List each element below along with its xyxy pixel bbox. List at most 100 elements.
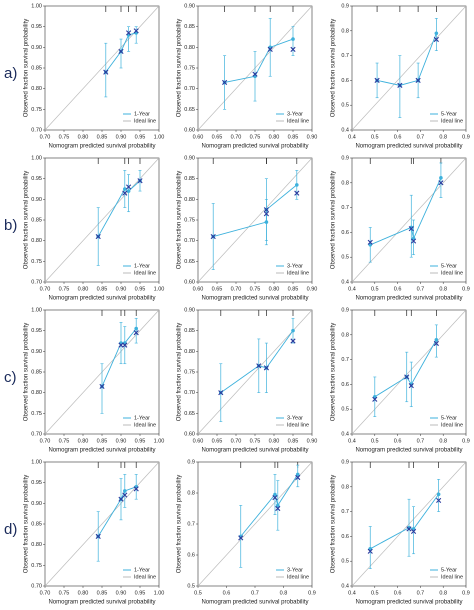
y-tick-label: 0.5	[341, 559, 349, 565]
calibration-line	[376, 33, 437, 86]
y-tick-label: 0.85	[184, 328, 195, 334]
x-tick-label: 0.6	[394, 134, 402, 140]
x-tick-label: 0.95	[135, 590, 146, 596]
x-tick-label: 0.9	[462, 590, 470, 596]
ideal-line	[197, 461, 313, 587]
y-axis-title: Observed fraction survival probability	[331, 475, 337, 573]
legend-label: 5-Year	[441, 111, 457, 117]
y-tick-label: 0.90	[31, 501, 42, 507]
x-tick-label: 0.95	[135, 286, 146, 292]
legend-label: Ideal line	[287, 574, 309, 580]
x-tick-label: 0.70	[231, 134, 242, 140]
x-axis-title: Nomogram predicted survival probability	[355, 600, 462, 606]
corrected-mark	[410, 238, 417, 244]
y-tick-label: 0.90	[31, 349, 42, 355]
y-tick-label: 0.65	[184, 259, 195, 265]
corrected-mark	[295, 474, 301, 481]
legend-label: 1-Year	[134, 415, 150, 421]
ideal-line	[351, 157, 467, 283]
x-tick-label: 0.4	[348, 438, 356, 444]
point	[439, 176, 443, 180]
y-tick-label: 0.85	[31, 65, 42, 71]
y-tick-label: 0.7	[341, 509, 349, 515]
calibration-line	[240, 474, 299, 537]
x-tick-label: 0.90	[307, 438, 318, 444]
calibration-line	[101, 328, 137, 387]
calibration-line	[370, 493, 440, 550]
y-tick-label: 0.80	[31, 86, 42, 92]
panel: 0.70 0.75 0.80 0.85 0.90 0.95 1.00 0.70 0.75 0.80…	[24, 459, 165, 605]
corrected-mark	[122, 190, 128, 196]
calibration-line	[105, 32, 137, 73]
legend-label: Ideal line	[134, 574, 156, 580]
plot-frame	[351, 309, 467, 435]
calibration-line	[370, 177, 442, 246]
y-tick-label: 0.80	[184, 45, 195, 51]
corrected-mark	[372, 396, 378, 402]
corrected-mark	[367, 239, 373, 245]
y-tick-label: 0.80	[31, 542, 42, 548]
y-tick-label: 0.75	[31, 107, 42, 113]
x-tick-label: 0.80	[78, 590, 89, 596]
x-tick-label: 0.60	[193, 134, 204, 140]
y-tick-label: 0.6	[187, 552, 195, 558]
y-tick-label: 0.60	[184, 431, 195, 437]
x-tick-label: 1.00	[154, 590, 165, 596]
x-tick-label: 0.80	[269, 286, 280, 292]
x-tick-label: 0.70	[40, 134, 51, 140]
point	[123, 489, 127, 493]
legend-label: 1-Year	[134, 567, 150, 573]
y-axis-title: Observed fraction survival probability	[177, 171, 183, 269]
y-tick-label: 0.75	[31, 259, 42, 265]
corrected-mark	[433, 36, 439, 43]
legend-label: Ideal line	[134, 270, 156, 276]
x-tick-label: 0.80	[78, 438, 89, 444]
ideal-line	[44, 461, 160, 587]
row-label: a)	[4, 65, 17, 82]
y-tick-label: 0.95	[31, 176, 42, 182]
y-tick-label: 0.90	[31, 45, 42, 51]
corrected-mark	[263, 207, 269, 213]
y-axis-title: Observed fraction survival probability	[331, 323, 337, 421]
y-tick-label: 0.70	[184, 86, 195, 92]
legend-label: 1-Year	[134, 263, 150, 269]
corrected-mark	[103, 69, 109, 75]
y-tick-label: 0.9	[341, 459, 349, 465]
corrected-mark	[133, 486, 139, 492]
x-tick-label: 0.75	[250, 134, 261, 140]
calibration-line	[220, 330, 294, 394]
y-tick-label: 0.70	[31, 583, 42, 589]
y-tick-label: 0.8	[341, 332, 349, 338]
point	[291, 37, 295, 41]
panel: 0.4 0.5 0.6 0.7 0.8 0.90.40.50.60.70.80.9Nomo…	[331, 155, 470, 301]
corrected-mark	[415, 77, 421, 83]
corrected-mark	[118, 48, 124, 55]
y-axis-title: Observed fraction survival probability	[24, 19, 30, 117]
corrected-mark	[218, 390, 224, 396]
x-tick-label: 0.85	[97, 438, 108, 444]
x-axis-title: Nomogram predicted survival probability	[201, 296, 308, 302]
corrected-mark	[290, 338, 296, 344]
calibration-line	[97, 486, 137, 537]
x-tick-label: 0.75	[59, 438, 70, 444]
x-tick-label: 0.90	[116, 134, 127, 140]
y-tick-label: 0.85	[31, 217, 42, 223]
corrected-mark	[406, 526, 412, 532]
legend-label: Ideal line	[441, 118, 463, 124]
legend-label: Ideal line	[441, 574, 463, 580]
x-axis-title: Nomogram predicted survival probability	[48, 296, 155, 302]
legend-label: 3-Year	[287, 263, 303, 269]
x-tick-label: 0.9	[308, 590, 316, 596]
x-axis-title: Nomogram predicted survival probability	[355, 448, 462, 454]
x-axis-title: Nomogram predicted survival probability	[201, 600, 308, 606]
legend-label: Ideal line	[441, 270, 463, 276]
x-tick-label: 0.90	[116, 590, 127, 596]
corrected-mark	[210, 233, 216, 240]
x-tick-label: 0.7	[251, 590, 259, 596]
x-tick-label: 0.6	[394, 590, 402, 596]
corrected-mark	[95, 233, 101, 240]
x-tick-label: 0.7	[417, 438, 425, 444]
corrected-mark	[252, 71, 258, 77]
x-tick-label: 1.00	[154, 438, 165, 444]
